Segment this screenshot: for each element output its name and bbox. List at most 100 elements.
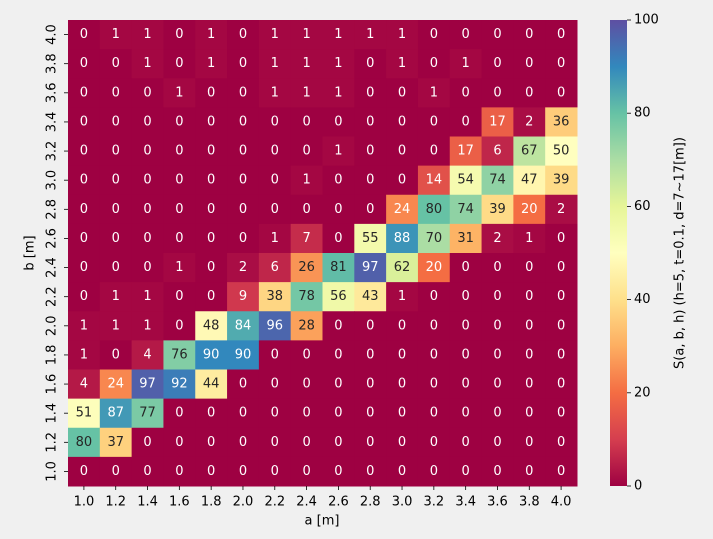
cell — [68, 369, 101, 400]
cell-label: 0 — [112, 114, 120, 129]
cell — [386, 456, 419, 487]
cell-label: 0 — [493, 406, 501, 421]
cell-label: 1 — [143, 56, 151, 71]
cell — [354, 340, 387, 370]
cell-label: 90 — [203, 347, 220, 362]
y-tick-label: 2.6 — [45, 228, 60, 249]
cell — [354, 165, 387, 196]
cell-label: 0 — [143, 173, 151, 188]
cell-label: 0 — [398, 114, 406, 129]
cell-label: 0 — [334, 231, 342, 246]
x-tick-label: 1.6 — [169, 495, 190, 510]
cell-label: 0 — [462, 435, 470, 450]
cell-label: 1 — [175, 260, 183, 275]
cell-label: 17 — [457, 144, 474, 159]
cell-label: 0 — [112, 231, 120, 246]
cell — [163, 398, 196, 429]
cell — [258, 369, 292, 400]
cell — [481, 369, 514, 400]
x-tick-label: 2.2 — [264, 495, 285, 510]
cell-label: 0 — [143, 435, 151, 450]
cell-label: 0 — [430, 347, 438, 362]
cell-label: 0 — [557, 406, 565, 421]
cell-label: 0 — [175, 289, 183, 304]
cell-label: 28 — [298, 318, 315, 333]
cell-label: 0 — [143, 260, 151, 275]
cell-label: 0 — [207, 85, 215, 100]
cell — [513, 369, 546, 400]
cell — [68, 136, 101, 167]
cell — [290, 456, 323, 487]
cell-label: 0 — [175, 318, 183, 333]
cell-label: 0 — [80, 144, 88, 159]
cell-label: 0 — [239, 406, 247, 421]
cell — [99, 398, 133, 429]
cell — [354, 78, 387, 108]
y-tick-label: 1.8 — [45, 345, 60, 366]
cell-label: 0 — [175, 114, 183, 129]
cell — [386, 253, 419, 283]
cell-label: 2 — [239, 260, 247, 275]
cell-label: 1 — [112, 27, 120, 42]
cell — [290, 369, 323, 400]
cell-label: 9 — [239, 289, 247, 304]
cell — [417, 107, 451, 137]
cell — [131, 398, 164, 429]
cell — [417, 427, 451, 458]
cell-label: 0 — [493, 27, 501, 42]
cell — [545, 136, 578, 167]
cell — [386, 20, 419, 50]
cell — [227, 165, 260, 196]
x-tick-label: 4.0 — [551, 495, 572, 510]
cell — [513, 253, 546, 283]
cell-label: 1 — [525, 231, 533, 246]
cell — [195, 311, 228, 341]
cell-label: 0 — [207, 144, 215, 159]
cell-label: 0 — [80, 56, 88, 71]
cell — [290, 49, 323, 79]
cell — [354, 107, 387, 137]
cell — [258, 78, 292, 108]
cell — [68, 253, 101, 283]
cell-label: 0 — [430, 289, 438, 304]
cell — [354, 223, 387, 254]
cell-label: 92 — [171, 377, 188, 392]
cell-label: 0 — [525, 464, 533, 479]
cell-label: 1 — [302, 85, 310, 100]
cell — [290, 20, 323, 50]
cell-label: 0 — [143, 464, 151, 479]
cell — [131, 282, 164, 312]
cell-label: 1 — [143, 318, 151, 333]
cell-label: 81 — [330, 260, 347, 275]
cell — [449, 49, 483, 79]
cell-label: 0 — [462, 318, 470, 333]
cell — [258, 223, 292, 254]
cell — [68, 20, 101, 50]
cell-label: 0 — [175, 435, 183, 450]
cell-label: 0 — [462, 27, 470, 42]
cell-label: 1 — [334, 144, 342, 159]
cell — [449, 340, 483, 370]
cell-label: 24 — [394, 202, 411, 217]
cell — [545, 369, 578, 400]
cell — [513, 136, 546, 167]
cell — [99, 369, 133, 400]
cell-label: 67 — [521, 144, 538, 159]
cell-label: 0 — [207, 231, 215, 246]
cell-label: 0 — [557, 347, 565, 362]
cell — [290, 223, 323, 254]
cell-label: 84 — [235, 318, 252, 333]
y-tick-label: 2.0 — [45, 315, 60, 336]
cell-label: 0 — [525, 347, 533, 362]
cell — [99, 311, 133, 341]
cell-label: 0 — [462, 347, 470, 362]
cell — [545, 398, 578, 429]
cell — [386, 107, 419, 137]
x-axis-label: a [m] — [305, 514, 340, 529]
cell-label: 0 — [366, 144, 374, 159]
cell-label: 0 — [398, 377, 406, 392]
cell-label: 0 — [112, 173, 120, 188]
cell-label: 50 — [553, 144, 570, 159]
cell-label: 0 — [334, 464, 342, 479]
cell — [386, 427, 419, 458]
